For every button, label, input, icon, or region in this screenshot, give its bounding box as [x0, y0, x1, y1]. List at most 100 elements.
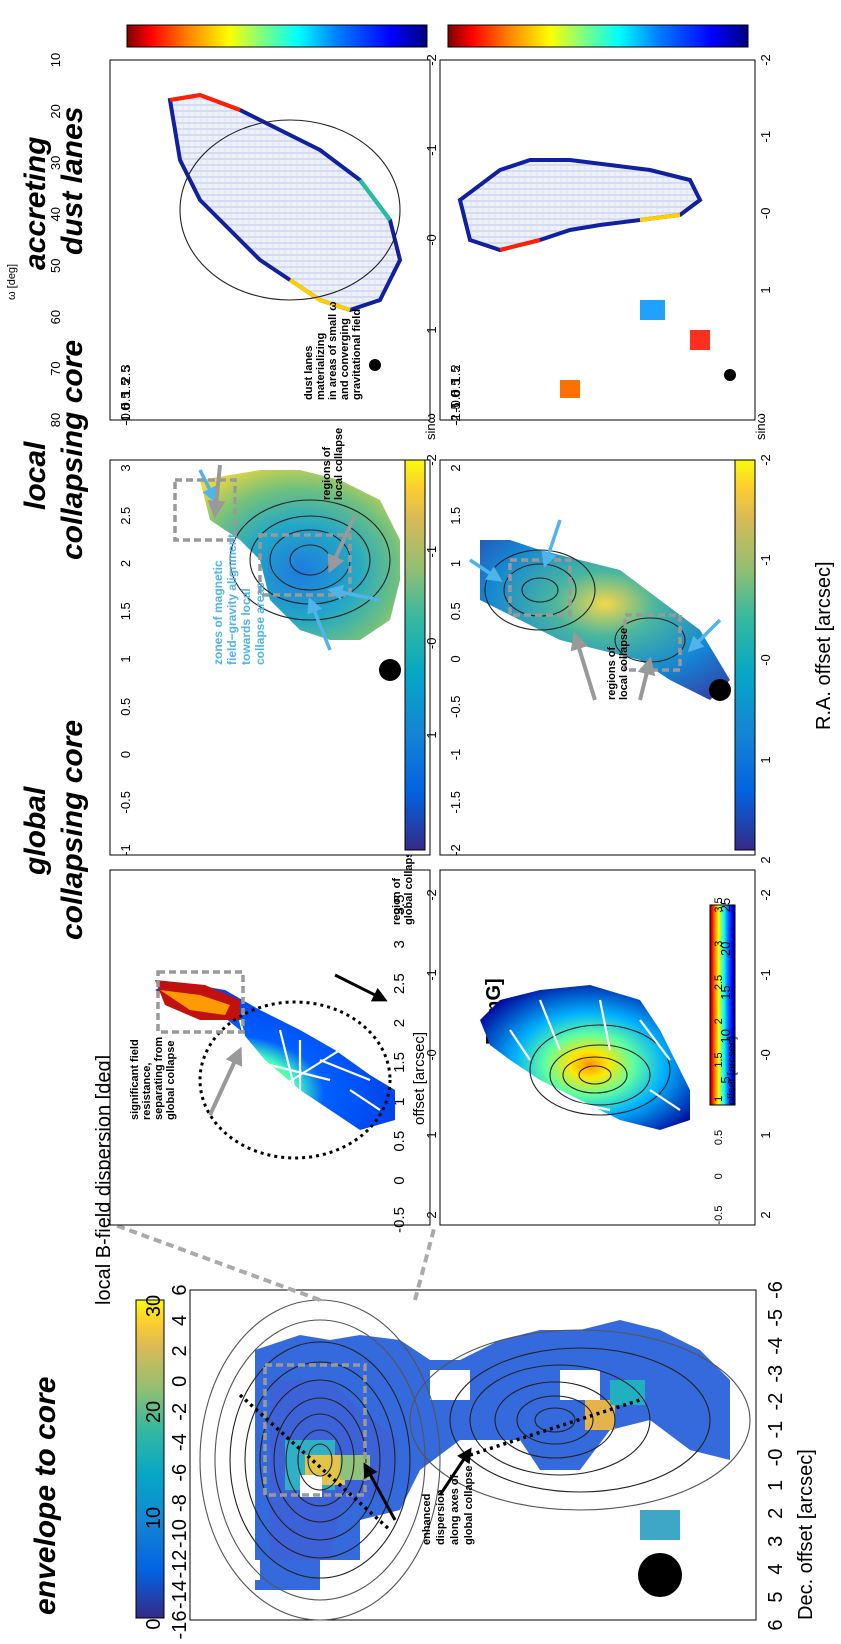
sigma-annotation-region: region of global collapse — [334, 846, 415, 1002]
svg-text:enhanced: enhanced — [421, 1494, 433, 1545]
local-top-annotation-blue: zones of magnetic field−gravity alignmen… — [198, 469, 381, 665]
bfield-bottom-ticks: 2 1 -0 -1 -2 — [758, 889, 773, 1218]
svg-text:0: 0 — [143, 1618, 165, 1629]
envelope-collapse-axis-1 — [238, 1393, 392, 1532]
dust-cbar-tick-7: 10 — [48, 53, 63, 67]
envelope-ra-ticks: 6 5 4 3 2 1 -0 -1 -2 -3 -4 -5 -6 — [765, 1281, 787, 1630]
envelope-dec-tick-9: -12 — [169, 1550, 191, 1579]
envelope-ra-tick-6: -0 — [765, 1449, 787, 1467]
heading-local: local collapsing core — [19, 340, 89, 560]
local-sinw-colorbar-0 — [404, 459, 426, 851]
bfield-offset-tick-6: 0.5 — [713, 1130, 725, 1145]
envelope-dec-tick-0: 6 — [169, 1284, 191, 1295]
sigma-bottom-tick-3: -1 — [424, 969, 439, 981]
svg-text:30: 30 — [143, 1295, 165, 1317]
envelope-ra-tick-5: 1 — [765, 1480, 787, 1491]
envelope-contours — [199, 1299, 751, 1621]
dust-top-y-tick-7: -0.5 — [118, 402, 133, 424]
local-top-x-tick-3: -2 — [424, 454, 439, 466]
svg-text:separating from: separating from — [153, 1037, 165, 1120]
dust-cbar-tick-4: 40 — [48, 207, 63, 221]
dust-top-y-tick-6: 0 — [118, 403, 133, 410]
svg-text:and converging: and converging — [339, 318, 351, 400]
local-top-beam — [379, 659, 401, 681]
local-top-y-tick-4: 1 — [118, 655, 133, 662]
sigma-global-circle — [198, 1000, 392, 1160]
dust-top-y-tick-0: 3 — [118, 364, 133, 371]
envelope-ra-tick-4: 2 — [765, 1508, 787, 1519]
dust-top-y-tick-1: 2.5 — [118, 365, 133, 383]
sigma-offset-tick-3: 2 — [391, 1019, 408, 1027]
dust-colorbar-ticks: 80 70 60 50 40 30 20 10 — [48, 53, 63, 427]
dust-top-beam — [369, 359, 381, 371]
sigma-offset-tick-4: 1.5 — [391, 1052, 408, 1073]
local-bottom-x-tick-3: -1 — [758, 554, 773, 566]
sigma-offset-ticks: 3.5 3 2.5 2 1.5 1 0.5 0 -0.5 — [391, 895, 408, 1233]
bfield-offset-label: offset [arcsec] — [726, 1037, 738, 1105]
sigma-offset-tick-0: 3.5 — [391, 895, 408, 916]
local-bottom-box-1 — [508, 558, 572, 617]
local-top-annotation-regions: regions of local collapse — [207, 428, 357, 574]
dust-bottom-y-tick-0: 2 — [448, 364, 463, 371]
dust-cbar-tick-5: 30 — [48, 156, 63, 170]
envelope-xlabel: Dec. offset [arcsec] — [795, 1449, 817, 1620]
dust-colorbar-bottom — [447, 24, 749, 48]
heading-dust-line1: accreting — [19, 137, 52, 270]
dust-bottom-y-tick-4: 0 — [448, 390, 463, 397]
svg-text:regions of: regions of — [321, 446, 333, 500]
svg-text:envelope to core: envelope to core — [29, 1377, 62, 1615]
dust-colorbar-label: ω [deg] — [6, 264, 18, 300]
dust-cbar-tick-1: 70 — [48, 361, 63, 375]
local-bottom-y-tick-1: 1.5 — [448, 507, 463, 525]
local-bottom-annotation-regions: regions of local collapse — [570, 628, 656, 701]
bfield-contours — [529, 1024, 671, 1116]
dust-colorbar-top — [126, 24, 428, 48]
heading-local-line2: collapsing core — [56, 340, 89, 560]
envelope-beam — [638, 1553, 682, 1597]
envelope-colorbar — [135, 1299, 165, 1619]
local-bottom-x-ticks: 2 1 -0 -1 -2 — [758, 454, 773, 863]
sigma-vectors — [229, 1019, 381, 1120]
svg-text:materializing: materializing — [315, 333, 327, 400]
local-top-y-tick-5: 0.5 — [118, 698, 133, 716]
envelope-annotation: enhanced dispersion along axes of global… — [363, 1447, 475, 1545]
svg-text:regions of: regions of — [606, 646, 618, 700]
bfield-offset-tick-8: -0.5 — [713, 1206, 725, 1225]
dust-bottom-x-tick-1: -0 — [758, 208, 773, 220]
envelope-core-box — [263, 1363, 367, 1497]
dust-top-x-tick-3: -2 — [424, 54, 439, 66]
dust-bottom-y-tick-8: -2 — [448, 414, 463, 426]
svg-text:local collapse: local collapse — [333, 428, 345, 500]
envelope-collapse-axis-2 — [469, 1398, 641, 1457]
dust-bottom-x-ticks: 1 -0 -1 -2 — [758, 54, 773, 293]
heading-global-line1: global — [19, 786, 52, 876]
dust-bottom-y-tick-7: -1.5 — [448, 402, 463, 424]
panel-dust-bottom: 21.510.50-0.5-1-1.5-2 1-0-1-2 — [439, 54, 773, 426]
local-xlabel: R.A. offset [arcsec] — [813, 561, 835, 730]
local-top-y-ticks: 3 2.5 2 1.5 1 0.5 0 -0.5 -1 — [118, 464, 133, 855]
bfield-cbar-tick-3: 10 — [718, 1029, 733, 1043]
envelope-colorbar-ticks: 0 10 20 30 — [143, 1295, 165, 1630]
dust-cbar-tick-0: 80 — [48, 413, 63, 427]
envelope-ra-tick-11: -5 — [765, 1309, 787, 1327]
envelope-ra-tick-10: -4 — [765, 1337, 787, 1355]
dust-top-x-tick-2: -1 — [424, 144, 439, 156]
local-bottom-x-tick-4: -2 — [758, 454, 773, 466]
panel-local-top: zones of magnetic field−gravity alignmen… — [109, 428, 439, 856]
svg-text:region of: region of — [391, 878, 403, 925]
sigma-offset-tick-2: 2.5 — [391, 973, 408, 994]
bfield-bottom-tick-4: -2 — [758, 889, 773, 901]
svg-text:dust lanes: dust lanes — [303, 346, 315, 400]
dust-bottom-y-tick-3: 0.5 — [448, 378, 463, 396]
svg-text:significant field: significant field — [129, 1039, 141, 1120]
envelope-ra-tick-3: 3 — [765, 1536, 787, 1547]
envelope-dec-tick-3: 0 — [169, 1376, 191, 1387]
dust-cbar-tick-6: 20 — [48, 104, 63, 118]
local-top-y-tick-2: 2 — [118, 560, 133, 567]
envelope-dec-tick-2: 2 — [169, 1345, 191, 1356]
dust-top-x-tick-0: 1 — [424, 326, 439, 333]
bfield-colorbar-ticks: 25 20 15 10 5 — [718, 898, 733, 1084]
local-bottom-x-tick-2: -0 — [758, 654, 773, 666]
dust-bottom-y-tick-2: 1 — [448, 377, 463, 384]
dust-bottom-beam — [724, 369, 736, 381]
